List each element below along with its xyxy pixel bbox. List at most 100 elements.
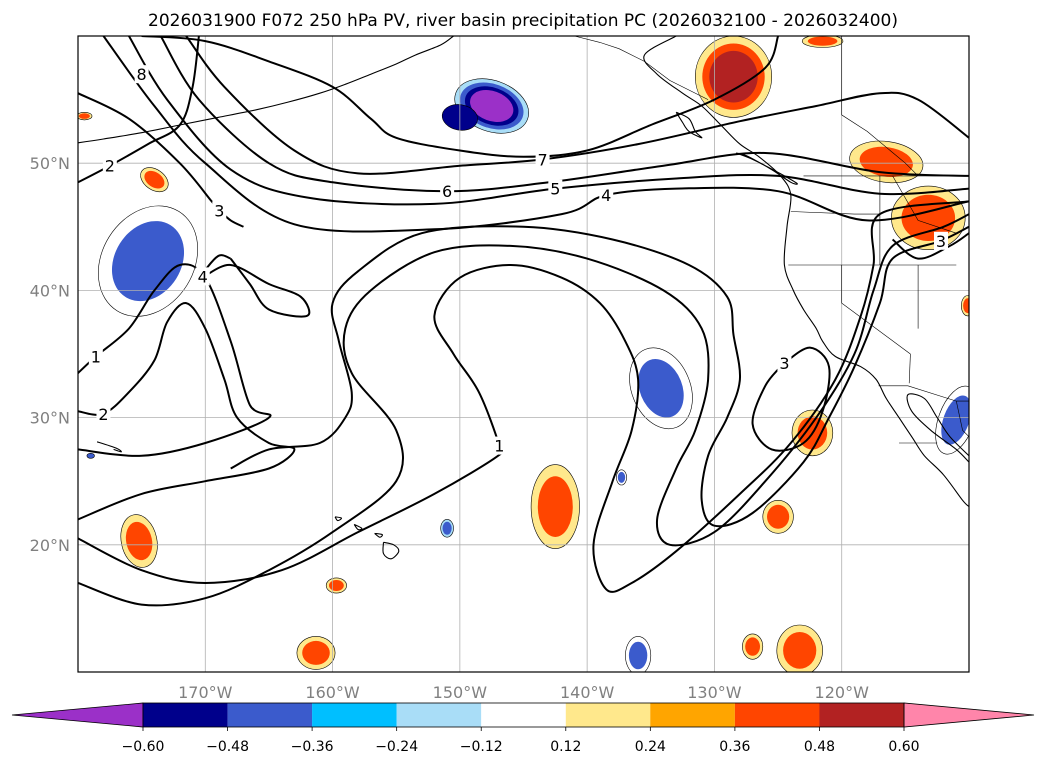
- colorbar-tick-label: −0.24: [375, 739, 418, 755]
- border-mt-id: [892, 175, 957, 234]
- precip-blob: [742, 633, 764, 660]
- contour-label: 3: [779, 354, 789, 373]
- colorbar-tick-label: 0.12: [550, 739, 581, 755]
- precip-level: [78, 113, 90, 119]
- contour-label: 2: [105, 157, 115, 176]
- precip-blob: [78, 112, 93, 121]
- colorbar-bin: [312, 703, 397, 727]
- pv-contour-4-north: [102, 36, 969, 233]
- precip-blob: [440, 519, 454, 538]
- contour-label: 3: [936, 232, 946, 251]
- colorbar-bin: [819, 703, 904, 727]
- lat-tick-label: 20°N: [30, 536, 70, 555]
- precip-blob: [695, 36, 772, 118]
- contour-label: 7: [537, 150, 547, 169]
- colorbar-bin: [650, 703, 735, 727]
- contour-label: 5: [550, 180, 560, 199]
- border-or-wa: [790, 211, 880, 215]
- colorbar-tick-label: 0.36: [719, 739, 750, 755]
- lon-tick-label: 160°W: [305, 683, 360, 702]
- precip-blob: [801, 36, 844, 48]
- coastline-gulf-of-california-east: [906, 393, 969, 463]
- colorbar-tick-label: −0.12: [460, 739, 503, 755]
- precip-level: [144, 170, 165, 189]
- colorbar-tick-label: −0.36: [291, 739, 334, 755]
- contour-label: 4: [601, 186, 611, 205]
- map-frame: [77, 35, 970, 673]
- contour-label-bg: [599, 186, 614, 204]
- contour-label-bg: [535, 150, 550, 169]
- pv-contour-1-west: [78, 263, 272, 457]
- precip-level: [745, 637, 760, 656]
- precip-level: [807, 36, 838, 46]
- pv-contour-6: [159, 36, 969, 193]
- coastline-hawaii-oahu: [353, 523, 363, 531]
- precip-level: [329, 580, 344, 591]
- precip-blob: [325, 577, 347, 594]
- colorbar: −0.60 −0.48 −0.36 −0.24 −0.12 0.12 0.24 0.36 0.4…: [11, 702, 1035, 755]
- coastline-hawaii-big-island: [382, 541, 400, 560]
- border-alaska-canada: [574, 36, 709, 100]
- colorbar-bin: [396, 703, 482, 727]
- colorbar-bin: [227, 703, 313, 727]
- precip-level: [628, 641, 648, 670]
- border-bc-alberta: [841, 36, 919, 177]
- pv-contour-2-east: [891, 232, 969, 260]
- precip-level: [442, 521, 452, 535]
- contour-label-bg: [96, 404, 111, 423]
- contour-label: 1: [494, 437, 504, 456]
- contour-label-layer: 8 2 3 4 1 2 7 6 5 4 1 3 3 2: [88, 65, 1001, 456]
- precip-blob: [762, 499, 794, 534]
- coastline-nw-hawaiian-chain: [96, 441, 122, 453]
- contour-label-bg: [440, 182, 455, 201]
- colorbar-tick-label: 0.48: [804, 739, 835, 755]
- pv-contour-8: [141, 36, 780, 158]
- pv-contour-3-west: [78, 92, 244, 228]
- coastline-vancouver-island: [735, 152, 798, 185]
- precip-blob: [625, 636, 652, 672]
- precip-blob: [140, 167, 169, 193]
- coastline-haida-gwaii: [675, 111, 703, 139]
- precip-blob: [86, 452, 95, 459]
- precip-level: [859, 146, 913, 178]
- contour-label-bg: [212, 201, 227, 220]
- lon-tick-label: 130°W: [687, 683, 742, 702]
- precip-blob: [961, 295, 969, 317]
- lon-tick-label: 150°W: [433, 683, 488, 702]
- pv-contour-3-ring: [751, 346, 831, 452]
- contour-label-bg: [195, 267, 210, 286]
- pv-contour-layer: [78, 36, 969, 607]
- contour-label: 8: [137, 65, 147, 84]
- colorbar-frame: [142, 702, 905, 728]
- contour-label-bg: [102, 156, 117, 175]
- colorbar-tick-label: −0.48: [206, 739, 249, 755]
- colorbar-bin: [481, 703, 566, 727]
- colorbar-tick-label: 0.60: [888, 739, 919, 755]
- precip-level: [638, 359, 684, 418]
- contour-label: 3: [214, 201, 224, 220]
- colorbar-under-arrow: [11, 702, 144, 728]
- axis-labels: 170°W 160°W 150°W 140°W 130°W 120°W 20°N 30°N 40…: [30, 154, 869, 702]
- border-us-mexico: [878, 385, 969, 402]
- contour-label-bg: [987, 232, 1001, 250]
- pv-contour-7: [185, 36, 969, 175]
- pv-contour-2-west-lower: [78, 302, 296, 521]
- lon-tick-label: 140°W: [560, 683, 615, 702]
- precip-level: [111, 221, 185, 302]
- coastline-hawaii-maui: [374, 532, 383, 538]
- contour-label: 2: [98, 405, 108, 424]
- border-az-ca: [908, 353, 911, 384]
- precip-level: [963, 298, 969, 314]
- contour-label-bg: [492, 436, 507, 455]
- colorbar-bin: [734, 703, 820, 727]
- pv-contour-4-west: [201, 254, 311, 318]
- precip-blob: [120, 514, 158, 568]
- lon-tick-label: 120°W: [815, 683, 870, 702]
- precip-level: [709, 50, 758, 103]
- lon-tick-label: 170°W: [178, 683, 233, 702]
- coastline-north-america-west-coast: [643, 36, 969, 508]
- lat-tick-label: 50°N: [30, 154, 70, 173]
- border-mx-sonora: [956, 401, 969, 437]
- contour-label-bg: [134, 65, 149, 84]
